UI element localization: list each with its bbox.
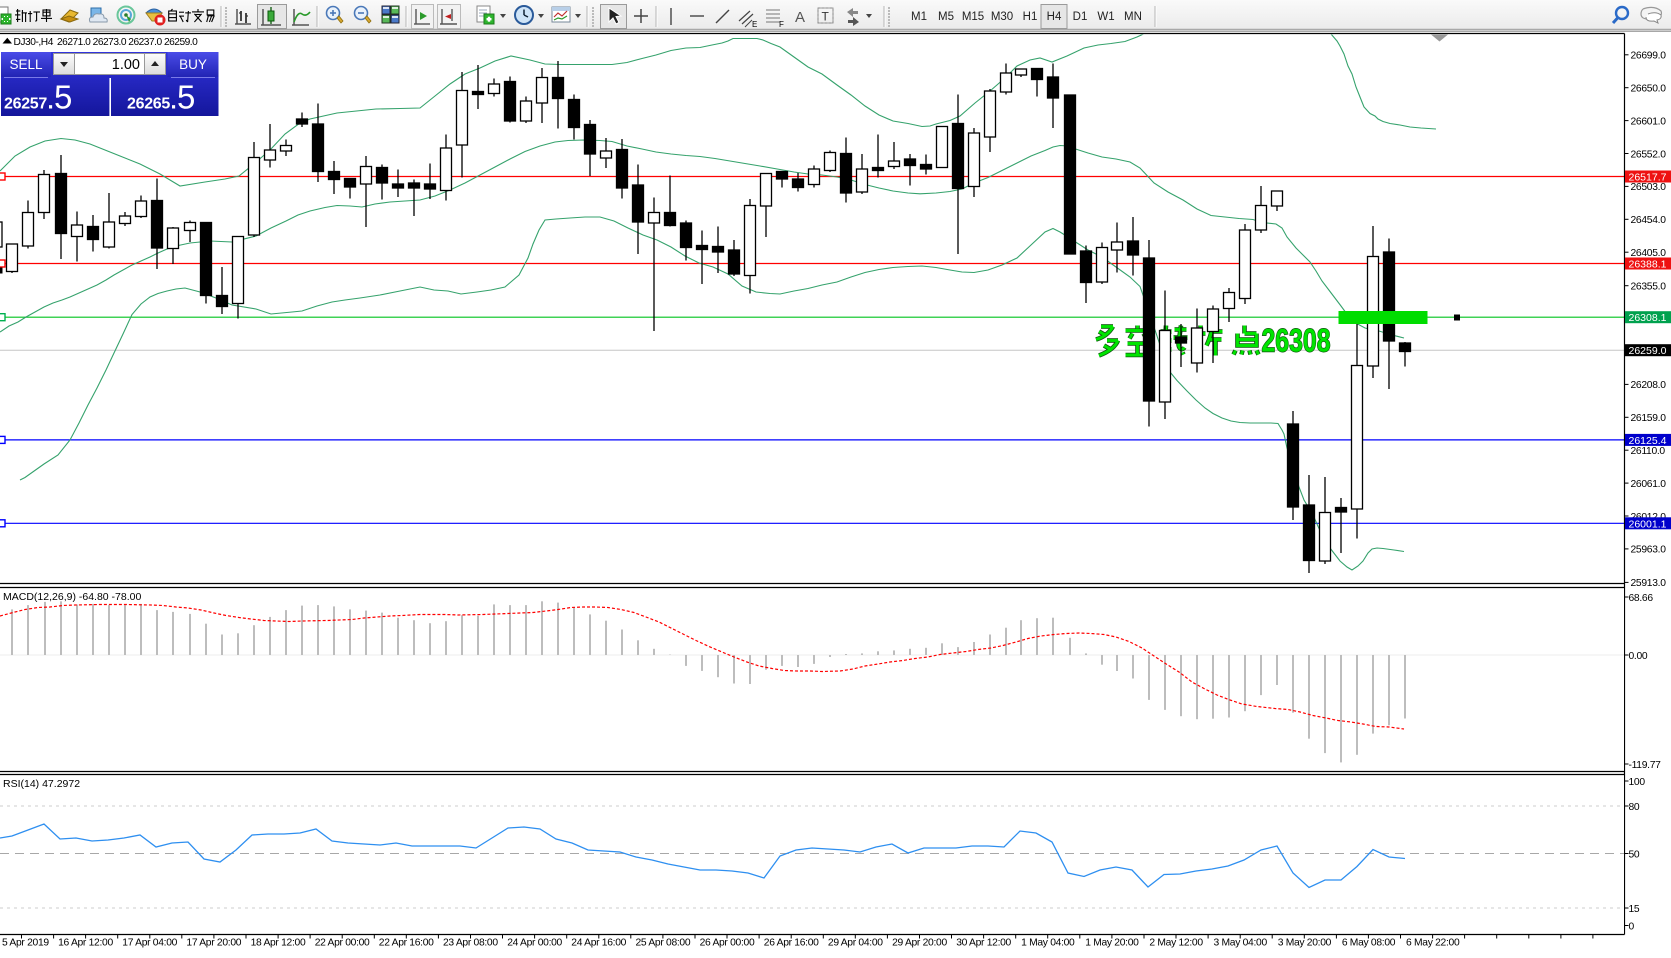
svg-text:22 Apr 16:00: 22 Apr 16:00: [379, 938, 434, 949]
svg-text:50: 50: [1629, 849, 1640, 860]
svg-text:26308: 26308: [1262, 323, 1331, 359]
svg-text:24 Apr 00:00: 24 Apr 00:00: [507, 938, 562, 949]
svg-text:26257: 26257: [4, 96, 47, 113]
svg-text:26001.1: 26001.1: [1629, 518, 1667, 530]
svg-text:25 Apr 08:00: 25 Apr 08:00: [635, 938, 690, 949]
svg-text:6 May 08:00: 6 May 08:00: [1342, 938, 1396, 949]
svg-text:15: 15: [1629, 904, 1640, 915]
svg-text:24 Apr 16:00: 24 Apr 16:00: [571, 938, 626, 949]
svg-text:26125.4: 26125.4: [1629, 435, 1667, 447]
svg-text:SELL: SELL: [9, 57, 43, 72]
svg-text:1 May 20:00: 1 May 20:00: [1085, 938, 1139, 949]
svg-text:6 May 22:00: 6 May 22:00: [1406, 938, 1460, 949]
svg-text:DJ30-,H4: DJ30-,H4: [14, 37, 54, 48]
svg-text:30 Apr 12:00: 30 Apr 12:00: [956, 938, 1011, 949]
svg-text:80: 80: [1629, 802, 1640, 813]
svg-text:68.66: 68.66: [1629, 593, 1654, 604]
svg-text:18 Apr 12:00: 18 Apr 12:00: [251, 938, 306, 949]
svg-text:26 Apr 00:00: 26 Apr 00:00: [700, 938, 755, 949]
svg-text:.: .: [48, 89, 54, 114]
svg-text:26552.0: 26552.0: [1631, 149, 1667, 160]
svg-text:26454.0: 26454.0: [1631, 215, 1667, 226]
svg-text:M30: M30: [991, 11, 1013, 23]
svg-text:0: 0: [1629, 921, 1635, 932]
svg-text:26601.0: 26601.0: [1631, 116, 1667, 127]
svg-text:E: E: [752, 20, 757, 29]
svg-text:29 Apr 04:00: 29 Apr 04:00: [828, 938, 883, 949]
svg-text:M15: M15: [962, 11, 984, 23]
svg-text:100: 100: [1629, 777, 1646, 788]
svg-text:26650.0: 26650.0: [1631, 84, 1667, 95]
svg-text:A: A: [795, 9, 805, 26]
svg-text:5: 5: [54, 79, 72, 116]
svg-text:26503.0: 26503.0: [1631, 182, 1667, 193]
svg-text:26308.1: 26308.1: [1629, 312, 1667, 324]
svg-text:M1: M1: [911, 11, 927, 23]
svg-text:23 Apr 08:00: 23 Apr 08:00: [443, 938, 498, 949]
svg-text:26388.1: 26388.1: [1629, 259, 1667, 271]
svg-text:5: 5: [177, 79, 195, 116]
svg-text:H1: H1: [1023, 11, 1038, 23]
svg-text:26517.7: 26517.7: [1629, 172, 1667, 184]
svg-text:26159.0: 26159.0: [1631, 413, 1667, 424]
svg-text:BUY: BUY: [179, 57, 207, 72]
svg-text:D1: D1: [1073, 11, 1088, 23]
svg-text:3 May 20:00: 3 May 20:00: [1278, 938, 1332, 949]
svg-text:W1: W1: [1097, 11, 1114, 23]
svg-text:5 Apr 2019: 5 Apr 2019: [2, 938, 49, 949]
svg-text:17 Apr 20:00: 17 Apr 20:00: [186, 938, 241, 949]
svg-text:26355.0: 26355.0: [1631, 282, 1667, 293]
svg-text:25913.0: 25913.0: [1631, 578, 1667, 589]
svg-text:M5: M5: [938, 11, 954, 23]
svg-text:MACD(12,26,9) -64.80 -78.00: MACD(12,26,9) -64.80 -78.00: [3, 591, 141, 603]
svg-text:-119.77: -119.77: [1629, 760, 1662, 771]
svg-text:0.00: 0.00: [1629, 651, 1648, 662]
svg-text:T: T: [822, 10, 830, 24]
svg-text:22 Apr 00:00: 22 Apr 00:00: [315, 938, 370, 949]
svg-text:26 Apr 16:00: 26 Apr 16:00: [764, 938, 819, 949]
svg-text:26208.0: 26208.0: [1631, 380, 1667, 391]
svg-text:26110.0: 26110.0: [1631, 446, 1666, 457]
svg-text:26699.0: 26699.0: [1631, 51, 1667, 62]
svg-text:26265: 26265: [127, 96, 170, 113]
svg-text:3 May 04:00: 3 May 04:00: [1214, 938, 1268, 949]
svg-text:26259.0: 26259.0: [1629, 345, 1667, 357]
svg-text:MN: MN: [1124, 11, 1142, 23]
svg-text:RSI(14) 47.2972: RSI(14) 47.2972: [3, 778, 80, 790]
svg-text:25963.0: 25963.0: [1631, 545, 1667, 556]
svg-text:2 May 12:00: 2 May 12:00: [1149, 938, 1203, 949]
svg-text:1.00: 1.00: [112, 57, 140, 73]
svg-text:16 Apr 12:00: 16 Apr 12:00: [58, 938, 113, 949]
svg-text:1 May 04:00: 1 May 04:00: [1021, 938, 1075, 949]
svg-text:26405.0: 26405.0: [1631, 248, 1667, 259]
svg-text:29 Apr 20:00: 29 Apr 20:00: [892, 938, 947, 949]
svg-text:17 Apr 04:00: 17 Apr 04:00: [122, 938, 177, 949]
svg-text:26271.0 26273.0 26237.0 26259.: 26271.0 26273.0 26237.0 26259.0: [57, 37, 198, 48]
svg-text:26061.0: 26061.0: [1631, 479, 1667, 490]
svg-text:F: F: [779, 20, 784, 29]
svg-text:.: .: [171, 89, 177, 114]
svg-text:H4: H4: [1047, 11, 1062, 23]
